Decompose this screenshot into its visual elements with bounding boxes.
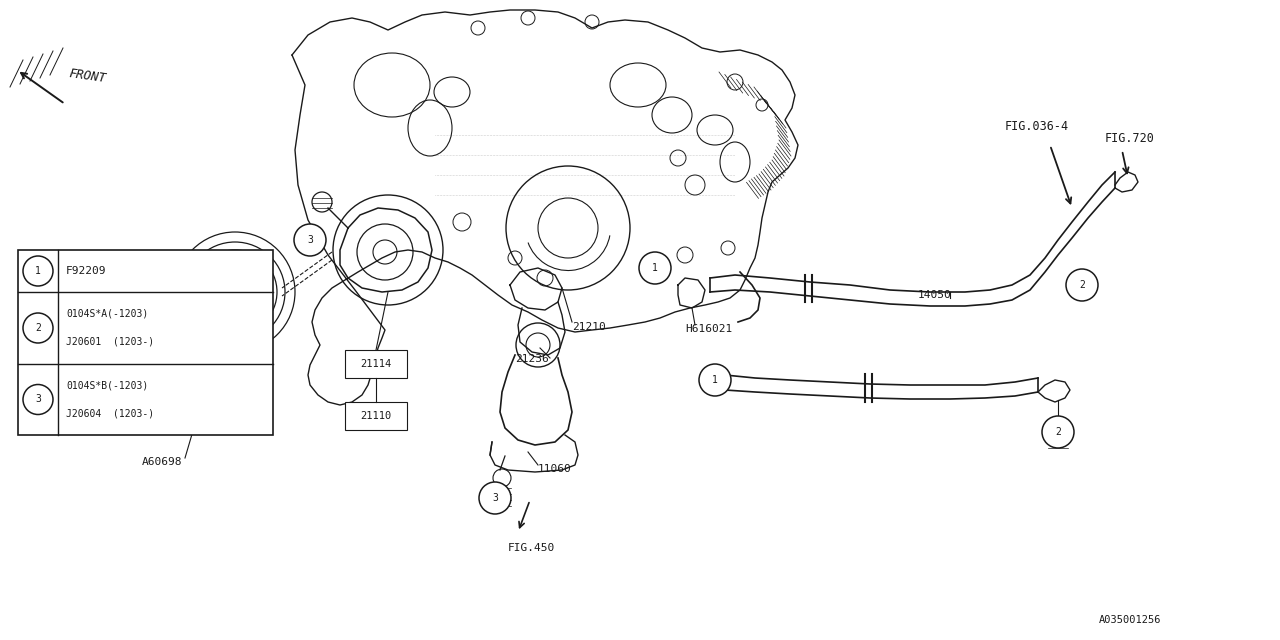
Text: 1: 1 — [712, 375, 718, 385]
Text: 21210: 21210 — [572, 322, 605, 332]
Circle shape — [294, 224, 326, 256]
Circle shape — [23, 313, 52, 343]
Text: J20601  (1203-): J20601 (1203-) — [67, 337, 154, 347]
Text: J20604  (1203-): J20604 (1203-) — [67, 408, 154, 419]
Text: 3: 3 — [35, 394, 41, 404]
Text: 11060: 11060 — [538, 464, 572, 474]
Text: 1: 1 — [35, 266, 41, 276]
Circle shape — [639, 252, 671, 284]
Text: 0104S*B(-1203): 0104S*B(-1203) — [67, 381, 148, 390]
Text: A60698: A60698 — [142, 457, 183, 467]
Circle shape — [699, 364, 731, 396]
Bar — [346, 350, 407, 378]
Circle shape — [23, 256, 52, 286]
Circle shape — [1042, 416, 1074, 448]
Text: FIG.450: FIG.450 — [508, 543, 556, 553]
Text: H616021: H616021 — [685, 324, 732, 334]
Text: 14050: 14050 — [918, 290, 952, 300]
Text: 21110: 21110 — [361, 411, 392, 421]
Text: FIG.720: FIG.720 — [1105, 132, 1155, 145]
Bar — [18, 250, 273, 435]
Text: 3: 3 — [492, 493, 498, 503]
Text: 2: 2 — [1079, 280, 1085, 290]
Text: A035001256: A035001256 — [1098, 615, 1161, 625]
Text: 0104S*A(-1203): 0104S*A(-1203) — [67, 309, 148, 319]
Text: 2: 2 — [1055, 427, 1061, 437]
Text: F92209: F92209 — [67, 266, 106, 276]
Circle shape — [23, 385, 52, 415]
Text: 21236: 21236 — [515, 354, 549, 364]
Text: 2: 2 — [35, 323, 41, 333]
Circle shape — [1066, 269, 1098, 301]
Text: 1: 1 — [652, 263, 658, 273]
Text: 21114: 21114 — [361, 359, 392, 369]
Text: FRONT: FRONT — [68, 67, 108, 85]
Bar — [346, 402, 407, 430]
Text: FIG.036-4: FIG.036-4 — [1005, 120, 1069, 133]
Circle shape — [479, 482, 511, 514]
Text: 3: 3 — [307, 235, 312, 245]
Text: 21151: 21151 — [152, 294, 186, 304]
